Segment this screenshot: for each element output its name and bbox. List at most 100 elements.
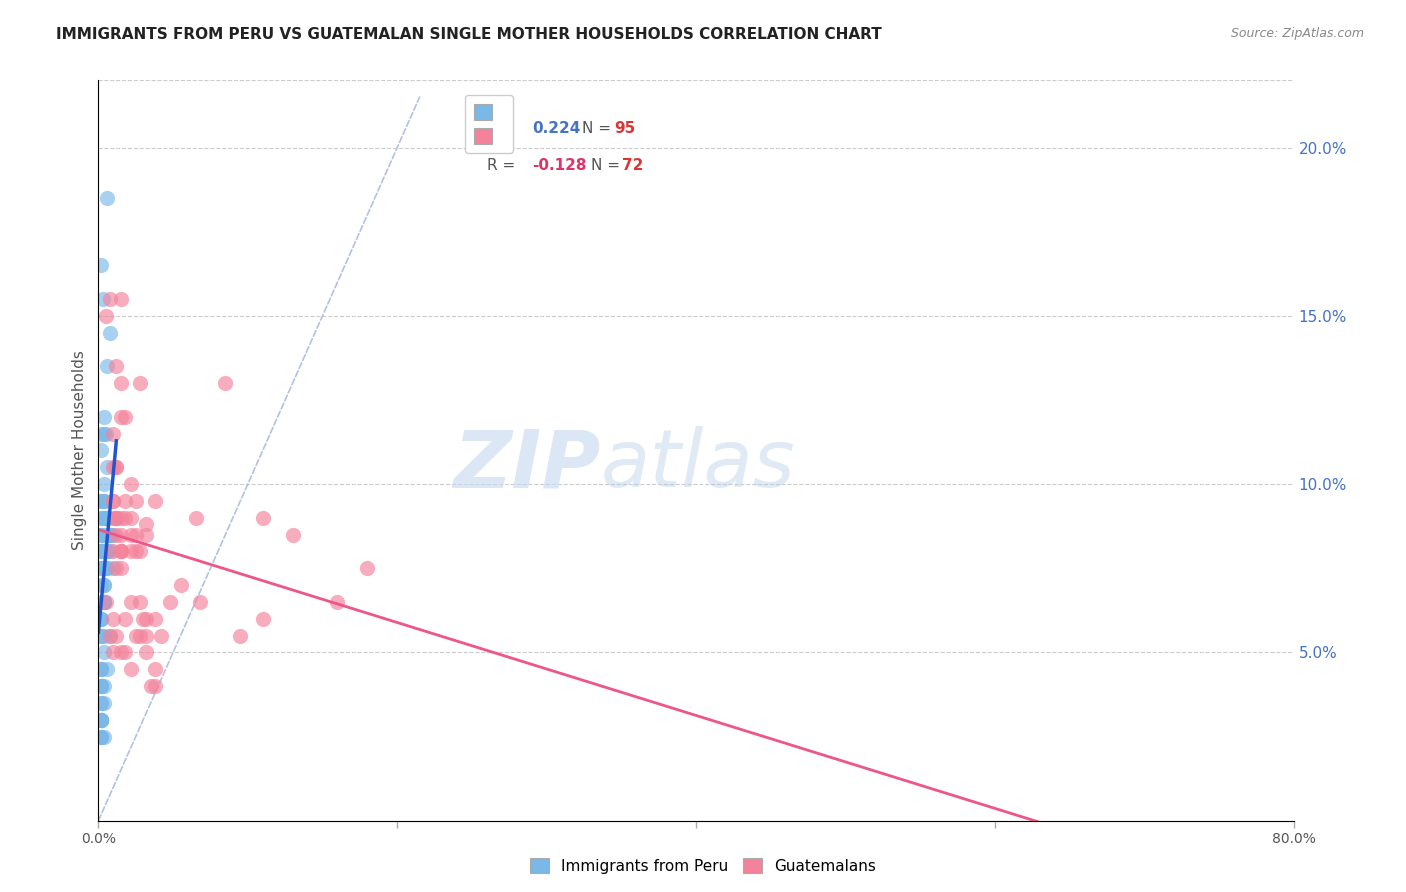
Point [143, 494, 166, 508]
Point [90, 544, 112, 558]
Point [103, 494, 125, 508]
Point [103, 544, 125, 558]
Point [105, 510, 128, 524]
Point [110, 544, 132, 558]
Point [120, 595, 142, 609]
Point [252, 612, 274, 626]
Point [326, 595, 349, 609]
Point [90, 544, 112, 558]
Point [96, 561, 118, 575]
Point [132, 612, 155, 626]
Point [90, 662, 112, 676]
Point [90, 713, 112, 727]
Point [90, 595, 112, 609]
Point [90, 628, 112, 642]
Point [96, 460, 118, 475]
Point [93, 595, 115, 609]
Point [90, 544, 112, 558]
Point [90, 628, 112, 642]
Point [169, 578, 191, 592]
Point [184, 510, 207, 524]
Point [135, 612, 157, 626]
Point [103, 527, 125, 541]
Point [159, 595, 181, 609]
Point [90, 679, 112, 693]
Point [105, 561, 128, 575]
Point [93, 578, 115, 592]
Point [143, 662, 166, 676]
Point [96, 510, 118, 524]
Point [93, 561, 115, 575]
Point [96, 510, 118, 524]
Point [98, 544, 122, 558]
Point [93, 628, 115, 642]
Text: atlas: atlas [600, 426, 796, 504]
Text: IMMIGRANTS FROM PERU VS GUATEMALAN SINGLE MOTHER HOUSEHOLDS CORRELATION CHART: IMMIGRANTS FROM PERU VS GUATEMALAN SINGL… [56, 27, 882, 42]
Point [96, 544, 118, 558]
Point [93, 544, 115, 558]
Point [93, 730, 115, 744]
Point [90, 494, 112, 508]
Point [114, 645, 136, 659]
Point [90, 679, 112, 693]
Point [91, 292, 114, 306]
Point [90, 258, 112, 272]
Point [90, 527, 112, 541]
Point [90, 679, 112, 693]
Point [143, 612, 166, 626]
Point [90, 443, 112, 458]
Point [90, 662, 112, 676]
Point [105, 510, 128, 524]
Point [110, 527, 132, 541]
Point [90, 544, 112, 558]
Point [90, 713, 112, 727]
Point [188, 595, 211, 609]
Point [110, 544, 132, 558]
Point [98, 628, 122, 642]
Point [90, 494, 112, 508]
Point [96, 527, 118, 541]
Point [93, 527, 115, 541]
Point [90, 612, 112, 626]
Text: R =: R = [486, 158, 520, 173]
Point [96, 510, 118, 524]
Point [114, 409, 136, 424]
Point [114, 612, 136, 626]
Point [96, 510, 118, 524]
Point [110, 376, 132, 391]
Text: ZIP: ZIP [453, 426, 600, 504]
Point [129, 628, 152, 642]
Point [281, 527, 304, 541]
Point [90, 426, 112, 441]
Point [96, 662, 118, 676]
Point [135, 645, 157, 659]
Point [90, 713, 112, 727]
Point [90, 612, 112, 626]
Point [93, 679, 115, 693]
Point [90, 713, 112, 727]
Point [114, 510, 136, 524]
Point [93, 696, 115, 710]
Point [90, 561, 112, 575]
Point [93, 477, 115, 491]
Point [120, 477, 142, 491]
Point [125, 628, 148, 642]
Text: N =: N = [591, 158, 624, 173]
Point [90, 696, 112, 710]
Legend: Immigrants from Peru, Guatemalans: Immigrants from Peru, Guatemalans [524, 852, 882, 880]
Point [96, 544, 118, 558]
Point [103, 426, 125, 441]
Text: -0.128: -0.128 [533, 158, 586, 173]
Point [135, 527, 157, 541]
Point [90, 561, 112, 575]
Point [103, 561, 125, 575]
Point [114, 494, 136, 508]
Point [93, 595, 115, 609]
Point [93, 561, 115, 575]
Point [90, 662, 112, 676]
Point [110, 544, 132, 558]
Point [150, 628, 173, 642]
Point [252, 510, 274, 524]
Point [129, 544, 152, 558]
Text: Source: ZipAtlas.com: Source: ZipAtlas.com [1230, 27, 1364, 40]
